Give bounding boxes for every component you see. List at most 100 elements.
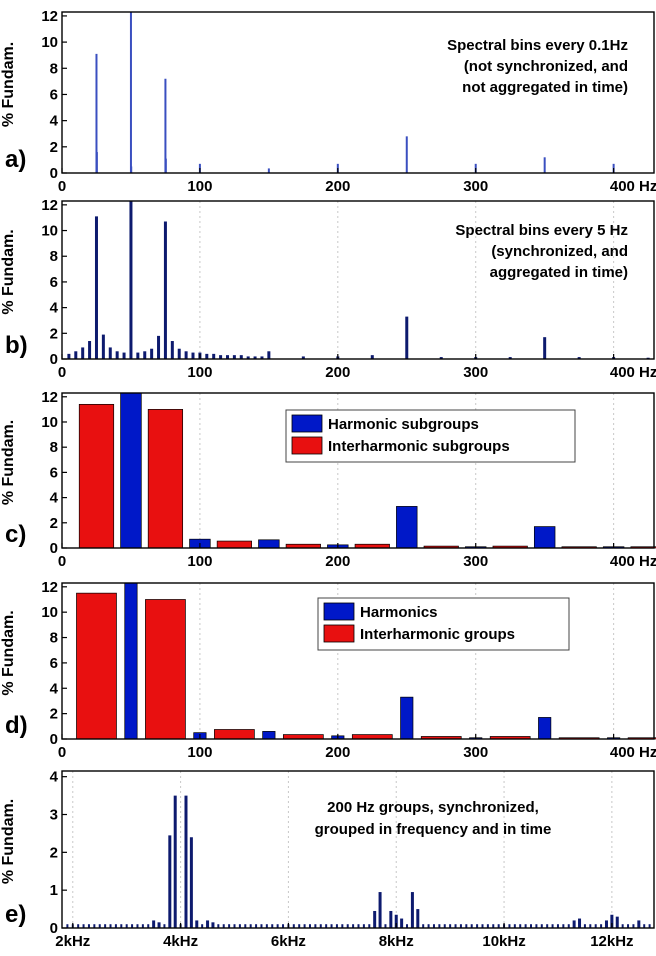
bar: [147, 409, 184, 549]
axes-frame: [61, 582, 655, 740]
y-tick-label: 12: [41, 389, 58, 406]
y-tick-label: 8: [50, 60, 58, 77]
bar: [120, 392, 142, 549]
legend-swatch: [323, 624, 355, 643]
bar: [538, 717, 552, 740]
x-tick-label: 400 Hz: [610, 744, 656, 761]
y-tick-label: 12: [41, 8, 58, 25]
y-tick-label: 6: [50, 86, 58, 103]
panel-a: 0 2 4 6 8 10 12 0 100 200 300 400 Hz % Fundam. a) Spec…: [0, 8, 656, 195]
x-tick-label: 0: [58, 178, 66, 195]
y-tick-label: 10: [41, 414, 58, 431]
y-tick-label: 10: [41, 34, 58, 51]
x-tick-label: 0: [58, 553, 66, 570]
bar: [78, 403, 115, 549]
panel-label: d): [5, 712, 28, 739]
y-tick-label: 0: [50, 920, 58, 937]
axes-frame: [61, 392, 655, 549]
y-tick-label: 10: [41, 223, 58, 240]
x-tick-label: 200: [325, 364, 350, 381]
panel-label: b): [5, 332, 28, 359]
legend-box: [317, 597, 570, 651]
x-tick-label: 0: [58, 744, 66, 761]
x-tick-label: 400 Hz: [610, 178, 656, 195]
y-tick-label: 12: [41, 579, 58, 596]
x-tick-label: 100: [187, 178, 212, 195]
x-tick-label: 400 Hz: [610, 364, 656, 381]
x-tick-label: 300: [463, 744, 488, 761]
panel-label: c): [5, 521, 26, 548]
annotation-line: (not synchronized, and: [464, 58, 628, 75]
legend-box: [285, 409, 576, 463]
x-tick-label: 10kHz: [482, 933, 525, 950]
y-tick-label: 2: [50, 706, 58, 723]
axes-frame: [61, 770, 655, 929]
y-axis-label: % Fundam.: [0, 420, 17, 505]
x-tick-label: 8kHz: [379, 933, 414, 950]
x-tick-label: 100: [187, 553, 212, 570]
bar: [76, 592, 117, 740]
y-tick-label: 2: [50, 844, 58, 861]
bar: [396, 506, 418, 549]
y-tick-label: 6: [50, 274, 58, 291]
x-tick-label: 300: [463, 178, 488, 195]
annotation-line: not aggregated in time): [462, 79, 628, 96]
bar: [214, 729, 255, 740]
x-tick-label: 12kHz: [590, 933, 633, 950]
panel-label: e): [5, 901, 26, 928]
y-tick-label: 6: [50, 464, 58, 481]
x-tick-label: 200: [325, 553, 350, 570]
y-tick-label: 8: [50, 248, 58, 265]
x-tick-label: 0: [58, 364, 66, 381]
legend-label: Interharmonic groups: [360, 626, 515, 643]
x-tick-label: 400 Hz: [610, 553, 656, 570]
y-tick-label: 4: [50, 490, 59, 507]
y-tick-label: 0: [50, 165, 58, 182]
annotation-line: Spectral bins every 5 Hz: [455, 222, 628, 239]
y-tick-label: 8: [50, 630, 58, 647]
legend-swatch: [291, 414, 323, 433]
legend-swatch: [323, 602, 355, 621]
bar: [533, 526, 556, 549]
y-axis-label: % Fundam.: [0, 610, 17, 695]
legend-label: Interharmonic subgroups: [328, 438, 510, 455]
annotation-line: 200 Hz groups, synchronized,: [327, 799, 539, 816]
y-axis-label: % Fundam.: [0, 42, 17, 127]
y-tick-label: 4: [50, 113, 59, 130]
panel-label: a): [5, 146, 26, 173]
axes-frame: [61, 200, 655, 360]
bar: [258, 539, 280, 549]
y-tick-label: 2: [50, 325, 58, 342]
bar: [145, 599, 186, 740]
legend: Harmonics Interharmonic groups: [317, 597, 570, 651]
panel-b: 0 2 4 6 8 10 12 0 100 200 300 400 Hz % Fundam. b) Spec…: [0, 197, 656, 381]
annotation-line: Spectral bins every 0.1Hz: [447, 37, 628, 54]
y-tick-label: 0: [50, 540, 58, 557]
annotation-line: grouped in frequency and in time: [315, 821, 552, 838]
y-tick-label: 2: [50, 139, 58, 156]
x-tick-label: 200: [325, 744, 350, 761]
series-1: [76, 592, 656, 740]
bar: [400, 696, 414, 740]
y-axis-label: % Fundam.: [0, 799, 17, 884]
y-tick-label: 12: [41, 197, 58, 214]
panel-e: 0 1 2 3 4 2kHz 4kHz 6kHz 8kHz 10kHz 12kHz % Fundam.…: [0, 769, 655, 950]
x-tick-label: 6kHz: [271, 933, 306, 950]
y-tick-label: 3: [50, 807, 58, 824]
panel-c: 0 2 4 6 8 10 12 0 100 200 300 400 Hz % Fundam. c) Harm…: [0, 389, 656, 570]
x-tick-label: 300: [463, 553, 488, 570]
y-tick-label: 2: [50, 515, 58, 532]
legend-label: Harmonic subgroups: [328, 416, 479, 433]
y-tick-label: 8: [50, 439, 58, 456]
annotation-line: aggregated in time): [490, 264, 628, 281]
axes-frame: [61, 11, 655, 174]
x-tick-label: 100: [187, 744, 212, 761]
legend: Harmonic subgroups Interharmonic subgroup…: [285, 409, 576, 463]
y-tick-label: 4: [50, 300, 59, 317]
x-tick-label: 4kHz: [163, 933, 198, 950]
y-tick-label: 0: [50, 731, 58, 748]
y-tick-label: 10: [41, 604, 58, 621]
y-tick-label: 0: [50, 351, 58, 368]
y-tick-label: 6: [50, 655, 58, 672]
